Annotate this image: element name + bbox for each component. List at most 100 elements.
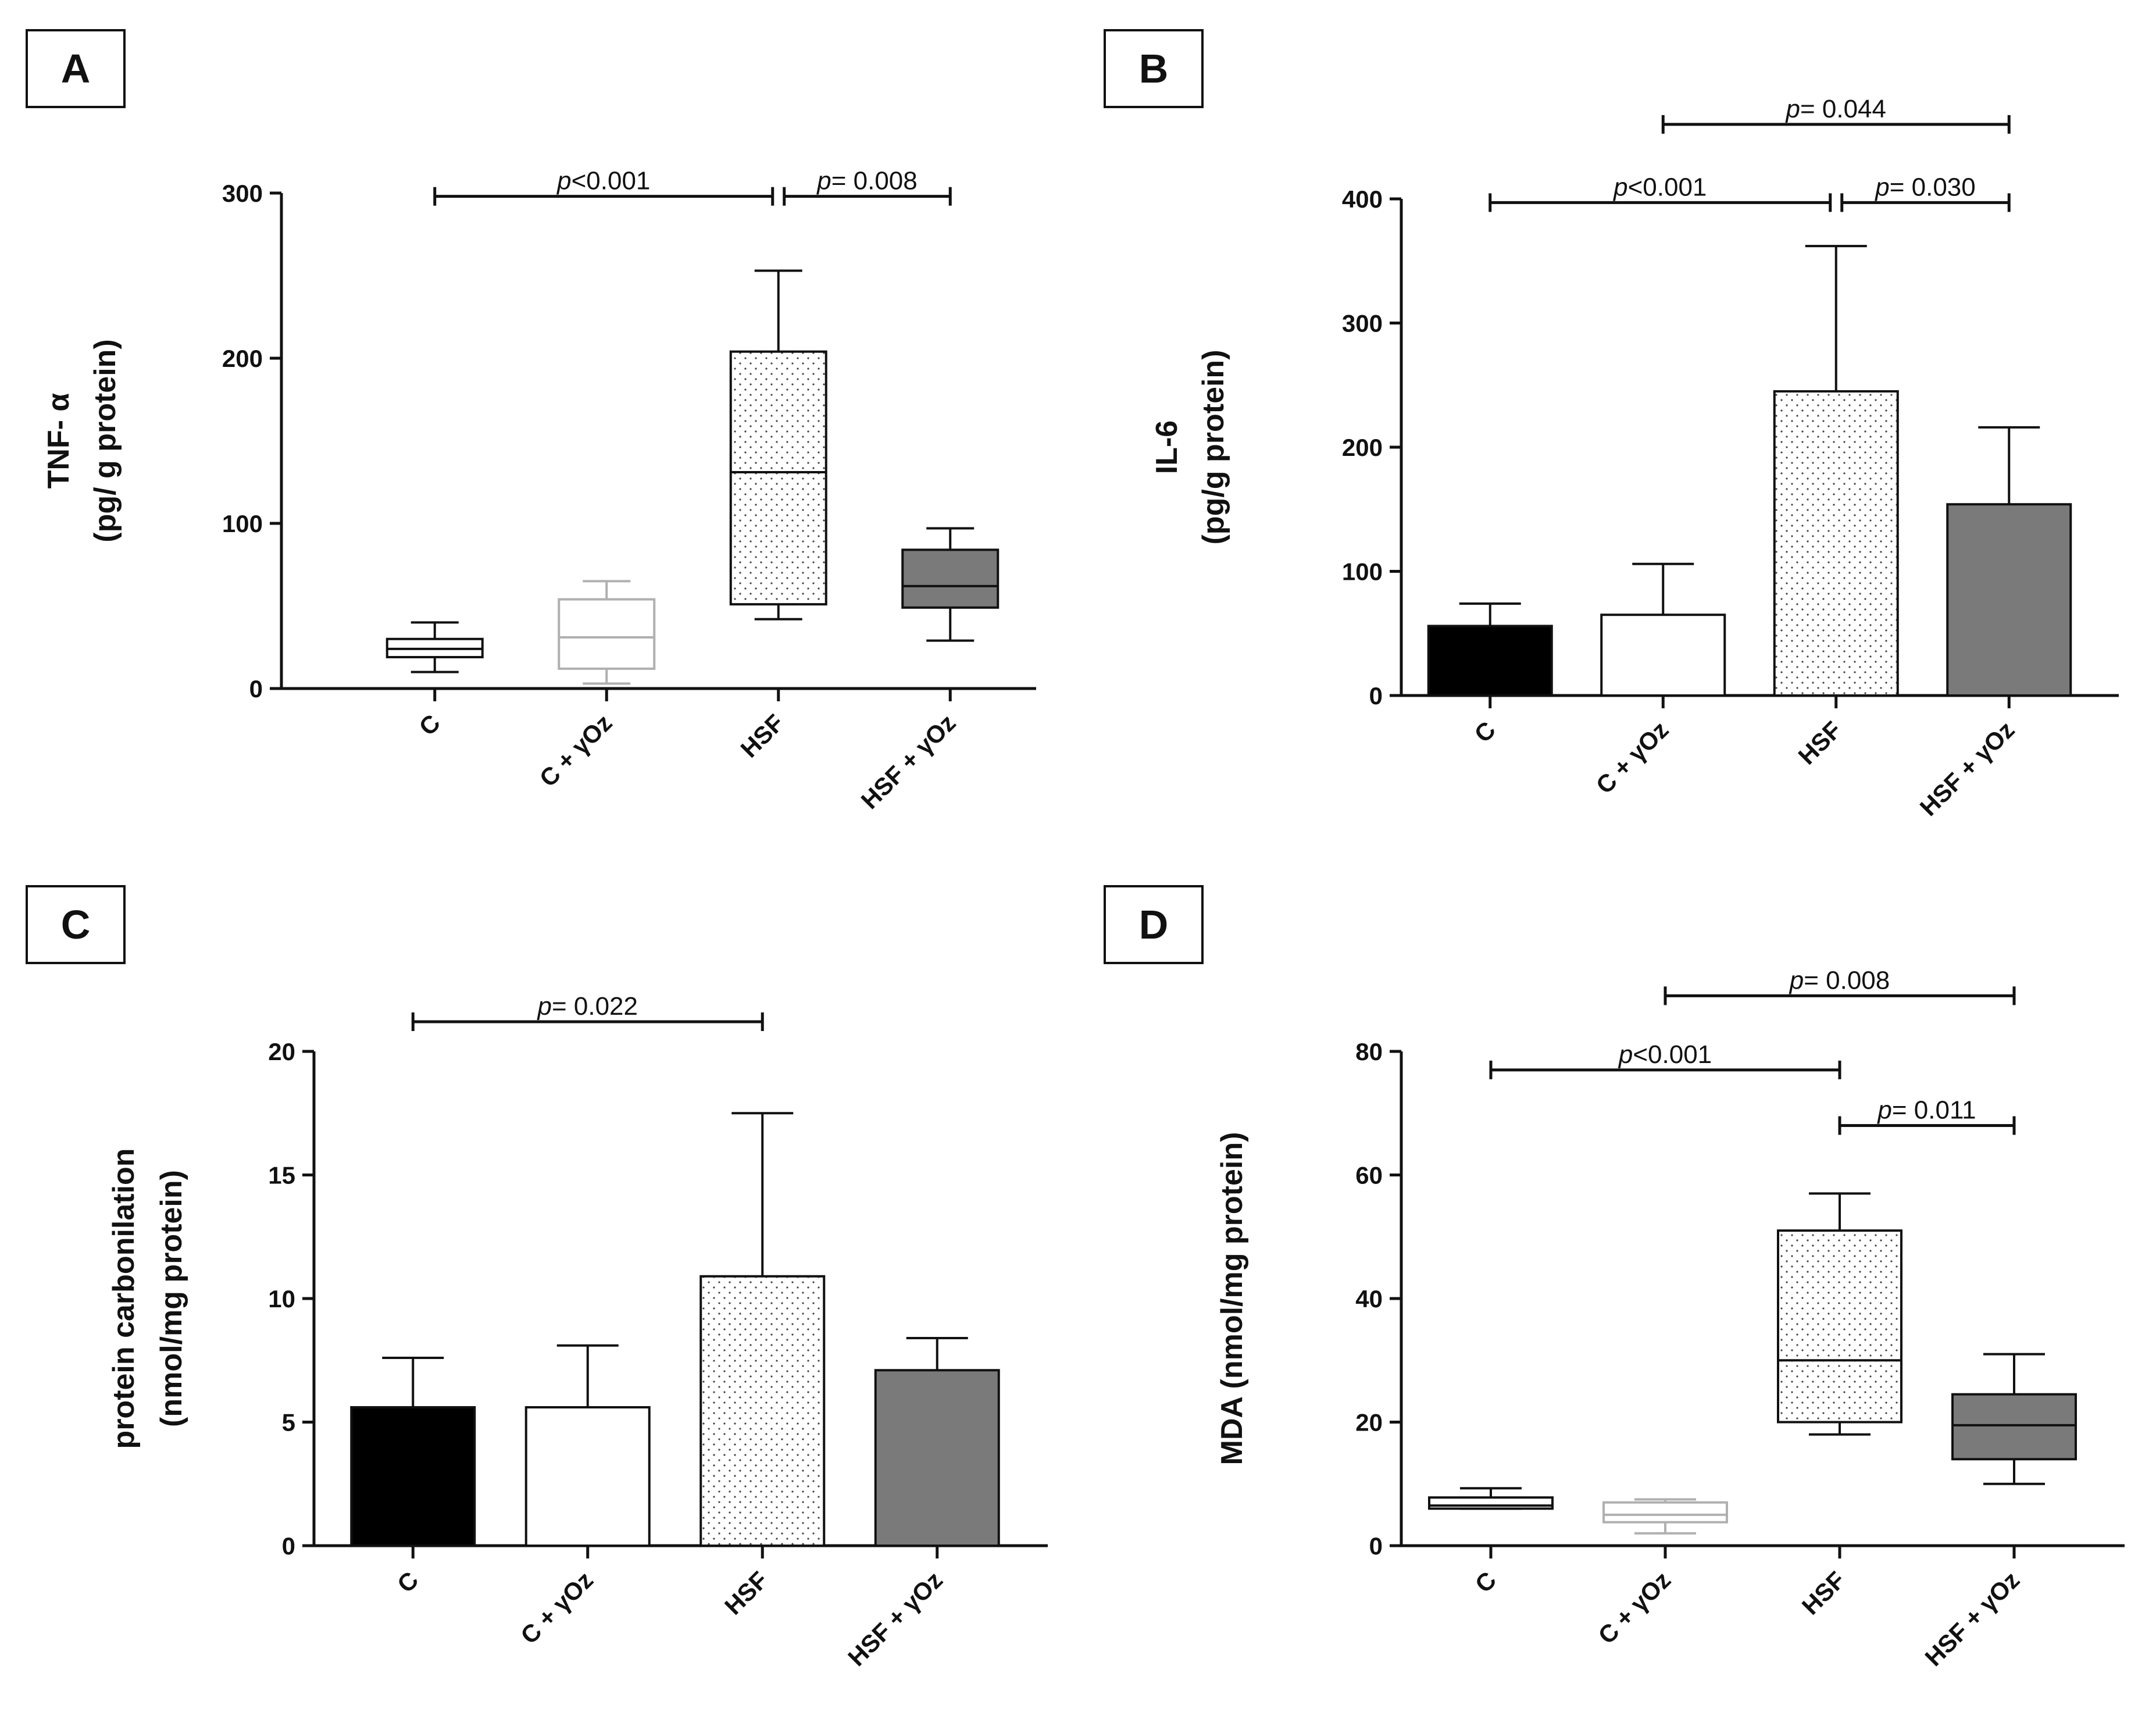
x-category-label: C bbox=[1470, 1566, 1502, 1598]
y-tick-label: 200 bbox=[1342, 434, 1383, 461]
y-tick-label: 10 bbox=[268, 1285, 295, 1312]
y-tick-label: 300 bbox=[1342, 310, 1383, 337]
box-hsf bbox=[729, 350, 827, 606]
bar-coz bbox=[1600, 614, 1726, 697]
panel-letter-box: B bbox=[1104, 29, 1204, 108]
bar-c bbox=[350, 1406, 476, 1547]
panel-letter: A bbox=[60, 46, 91, 91]
y-axis-label: (pg/g protein) bbox=[1197, 349, 1230, 544]
x-category-label: HSF + γOz bbox=[843, 1566, 948, 1671]
protein-carbonilation-chart: 0 5 10 15 20 C C + γOz HSF HSF + γOz protein carb… bbox=[107, 992, 1048, 1671]
p-value-text: = 0.011 bbox=[1892, 1096, 1976, 1125]
y-tick-label: 20 bbox=[1355, 1409, 1383, 1436]
x-category-label: HSF bbox=[1797, 1566, 1851, 1620]
bar-coz bbox=[524, 1406, 651, 1547]
x-category-label: C + γOz bbox=[1593, 1566, 1676, 1649]
bar-hsfoz bbox=[1946, 503, 2072, 697]
y-tick-label: 300 bbox=[222, 180, 263, 207]
mda-chart: 0 20 40 60 80 C C + γOz HSF HSF + γOz MDA (nmol/m… bbox=[1215, 966, 2125, 1671]
y-tick-label: 400 bbox=[1342, 186, 1383, 213]
p-value-text: = 0.030 bbox=[1890, 173, 1976, 201]
p-value-text: = 0.022 bbox=[552, 992, 638, 1021]
bar-c bbox=[1427, 625, 1553, 697]
y-axis-label: (pg/ g protein) bbox=[88, 339, 122, 542]
p-value-label: p<0.001 bbox=[1612, 173, 1707, 201]
p-value-prefix: p bbox=[1874, 173, 1889, 201]
y-tick-label: 0 bbox=[1369, 682, 1383, 709]
p-value-text: <0.001 bbox=[1628, 173, 1707, 201]
box-hsfoz bbox=[901, 548, 1000, 609]
panel-d: D 0 20 40 60 80 C C + γOz HSF HSF + γOz MDA (nmol… bbox=[1078, 856, 2156, 1712]
p-value-label: p= 0.011 bbox=[1876, 1096, 1976, 1125]
p-value-label: p= 0.022 bbox=[536, 992, 638, 1021]
p-value-prefix: p bbox=[816, 167, 831, 195]
y-tick-label: 100 bbox=[1342, 558, 1383, 586]
y-tick-label: 0 bbox=[1369, 1532, 1383, 1560]
y-axis-label: IL-6 bbox=[1150, 420, 1184, 474]
x-category-label: C bbox=[1469, 716, 1501, 748]
x-category-label: HSF bbox=[719, 1566, 773, 1620]
p-value-prefix: p bbox=[556, 167, 571, 195]
x-category-label: C + γOz bbox=[515, 1566, 598, 1649]
x-category-label: C + γOz bbox=[534, 709, 617, 792]
panel-letter: C bbox=[60, 902, 91, 947]
tnf-alpha-chart: 0 100 200 300 C C + γOz HSF HSF + γOz TNF- α (pg/… bbox=[42, 167, 1036, 814]
y-tick-label: 15 bbox=[268, 1162, 295, 1189]
p-value-label: p<0.001 bbox=[556, 167, 650, 195]
bar-hsf bbox=[699, 1275, 826, 1547]
p-value-prefix: p bbox=[1618, 1040, 1633, 1069]
y-tick-label: 5 bbox=[282, 1409, 295, 1436]
p-value-label: p= 0.008 bbox=[1789, 966, 1890, 994]
box-c bbox=[1428, 1496, 1554, 1510]
y-tick-label: 0 bbox=[249, 675, 263, 702]
x-category-label: C + γOz bbox=[1591, 716, 1674, 799]
p-value-prefix: p bbox=[1876, 1096, 1891, 1125]
y-tick-label: 0 bbox=[282, 1532, 295, 1560]
panel-b: B 0 100 200 300 400 C C + γOz HSF HSF + γOz IL-6 (… bbox=[1078, 0, 2156, 856]
panel-letter-box: C bbox=[26, 885, 126, 964]
p-value-text: <0.001 bbox=[572, 167, 651, 195]
p-value-label: p<0.001 bbox=[1618, 1040, 1712, 1069]
y-axis-label: protein carbonilation bbox=[107, 1148, 141, 1449]
y-tick-label: 20 bbox=[268, 1038, 295, 1065]
panel-c: C 0 5 10 15 20 C C + γOz HSF HSF + γOz protein ca… bbox=[0, 856, 1078, 1712]
p-value-text: = 0.008 bbox=[1804, 966, 1890, 994]
bar-hsfoz bbox=[874, 1369, 1000, 1547]
p-value-prefix: p bbox=[1612, 173, 1627, 201]
p-value-prefix: p bbox=[536, 992, 551, 1021]
x-category-label: C bbox=[392, 1566, 424, 1598]
x-category-label: HSF + γOz bbox=[856, 709, 961, 814]
y-axis-label: (nmol/mg protein) bbox=[155, 1170, 188, 1427]
x-category-label: HSF bbox=[735, 709, 789, 763]
panel-letter: D bbox=[1138, 902, 1169, 947]
box-coz bbox=[1602, 1501, 1728, 1524]
p-value-prefix: p bbox=[1784, 95, 1800, 123]
panel-a: A 0 100 200 300 C C + γOz HSF HSF + γOz TNF- α (p… bbox=[0, 0, 1078, 856]
y-axis-label: TNF- α bbox=[42, 393, 76, 489]
p-value-text: = 0.008 bbox=[831, 167, 918, 195]
y-tick-label: 60 bbox=[1355, 1162, 1383, 1189]
x-category-label: HSF bbox=[1793, 716, 1847, 770]
panel-letter-box: A bbox=[26, 29, 126, 108]
y-tick-label: 40 bbox=[1355, 1285, 1383, 1312]
panel-letter-box: D bbox=[1104, 885, 1204, 964]
x-category-label: HSF + γOz bbox=[1915, 716, 2020, 821]
p-value-text: <0.001 bbox=[1633, 1040, 1712, 1069]
y-tick-label: 80 bbox=[1355, 1038, 1383, 1065]
p-value-label: p= 0.008 bbox=[816, 167, 918, 195]
y-tick-label: 200 bbox=[222, 345, 263, 372]
il6-chart: 0 100 200 300 400 C C + γOz HSF HSF + γOz IL-6 (pg… bbox=[1150, 95, 2119, 821]
x-category-label: HSF + γOz bbox=[1919, 1566, 2025, 1671]
box-hsfoz bbox=[1951, 1393, 2077, 1461]
bar-hsf bbox=[1773, 390, 1899, 697]
y-axis-label: MDA (nmol/mg protein) bbox=[1215, 1132, 1249, 1465]
p-value-text: = 0.044 bbox=[1800, 95, 1886, 123]
p-value-label: p= 0.030 bbox=[1874, 173, 1976, 201]
p-value-prefix: p bbox=[1789, 966, 1804, 994]
p-value-label: p= 0.044 bbox=[1784, 95, 1886, 123]
x-category-label: C bbox=[413, 709, 445, 741]
box-coz bbox=[558, 598, 656, 670]
box-hsf bbox=[1777, 1229, 1902, 1424]
y-tick-label: 100 bbox=[222, 510, 263, 537]
panel-letter: B bbox=[1138, 46, 1169, 91]
